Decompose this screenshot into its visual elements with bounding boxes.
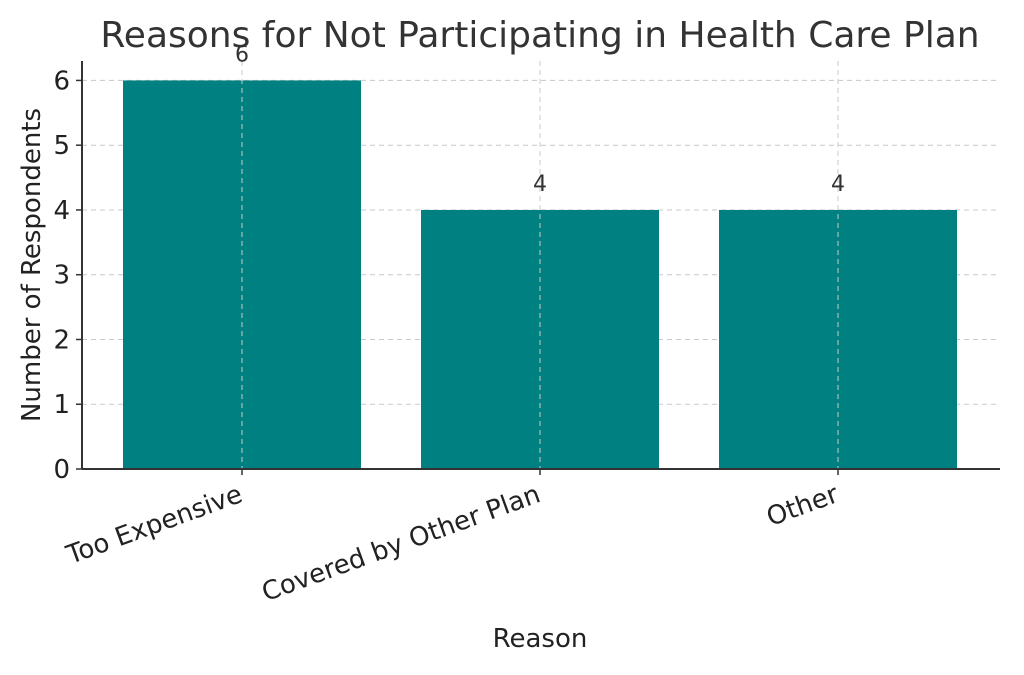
bars-layer <box>123 80 957 469</box>
vertical-grid-layer <box>241 61 839 469</box>
x-tick-label-0: Too Expensive <box>62 479 247 571</box>
x-tick-label-2: Other <box>763 479 843 533</box>
y-tick-label-1: 1 <box>53 390 70 420</box>
y-tick-label-5: 5 <box>53 131 70 161</box>
data-label-1: 4 <box>533 172 547 197</box>
y-tick-label-2: 2 <box>53 325 70 355</box>
y-axis-label: Number of Respondents <box>17 108 47 422</box>
y-tick-label-6: 6 <box>53 66 70 96</box>
y-tick-label-3: 3 <box>53 261 70 291</box>
axes-layer <box>81 61 1000 470</box>
y-tick-label-4: 4 <box>53 196 70 226</box>
data-label-2: 4 <box>831 172 845 197</box>
x-axis-label: Reason <box>493 624 588 654</box>
data-label-0: 6 <box>235 42 249 67</box>
chart-title: Reasons for Not Participating in Health … <box>100 15 979 56</box>
data-labels-layer: 6 4 4 <box>235 42 845 197</box>
y-tick-label-0: 0 <box>53 455 70 485</box>
bar-0 <box>123 80 361 469</box>
x-tick-label-1: Covered by Other Plan <box>258 479 544 608</box>
